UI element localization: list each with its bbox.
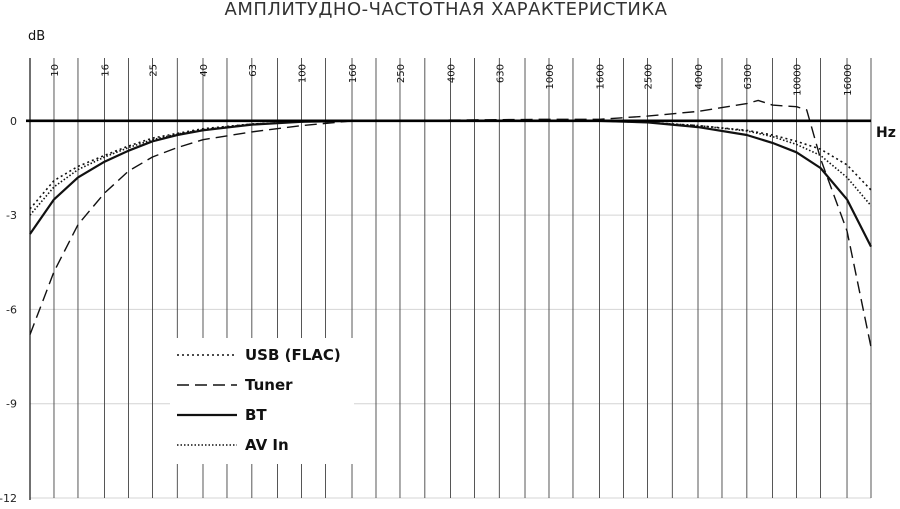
x-tick-label: 4000	[694, 64, 705, 89]
legend-label: BT	[245, 406, 267, 424]
legend-box	[170, 338, 354, 464]
x-tick-label: 40	[199, 64, 210, 77]
grid	[30, 58, 872, 499]
x-tick-label: 100	[297, 64, 308, 83]
legend: USB (FLAC) Tuner BT AV In	[170, 338, 354, 464]
x-tick-label: 1600	[596, 64, 607, 89]
tick-labels: 10 16 25 40 63 100 160 250 400 630 1000 1600 2500 400…	[0, 64, 854, 505]
y-tick-label: -12	[0, 492, 17, 505]
axes	[26, 58, 871, 500]
series-line-usb-flac	[29, 120, 872, 210]
x-tick-label: 2500	[643, 64, 654, 89]
y-tick-label: -9	[6, 398, 17, 411]
x-tick-label: 6300	[743, 64, 754, 89]
chart-title: АМПЛИТУДНО-ЧАСТОТНАЯ ХАРАКТЕРИСТИКА	[225, 0, 668, 20]
x-tick-label: 10	[50, 64, 61, 77]
x-tick-label: 25	[148, 64, 159, 77]
x-tick-label: 1000	[545, 64, 556, 89]
legend-label: USB (FLAC)	[245, 346, 341, 364]
x-tick-label: 63	[248, 64, 259, 77]
y-axis-label: dB	[28, 29, 45, 44]
legend-label: Tuner	[245, 376, 293, 394]
x-tick-label: 10000	[792, 64, 803, 96]
x-tick-label: 250	[396, 64, 407, 83]
x-tick-label: 630	[495, 64, 506, 83]
y-tick-label: 0	[10, 115, 17, 128]
x-axis-label: Hz	[876, 125, 896, 141]
y-tick-label: -6	[6, 303, 17, 316]
y-tick-label: -3	[6, 209, 17, 222]
x-tick-label: 400	[447, 64, 458, 83]
series-line-tuner	[29, 99, 872, 348]
x-tick-label: 16	[101, 64, 112, 77]
x-tick-label: 16000	[843, 64, 854, 96]
legend-label: AV In	[245, 436, 289, 454]
x-tick-label: 160	[348, 64, 359, 83]
